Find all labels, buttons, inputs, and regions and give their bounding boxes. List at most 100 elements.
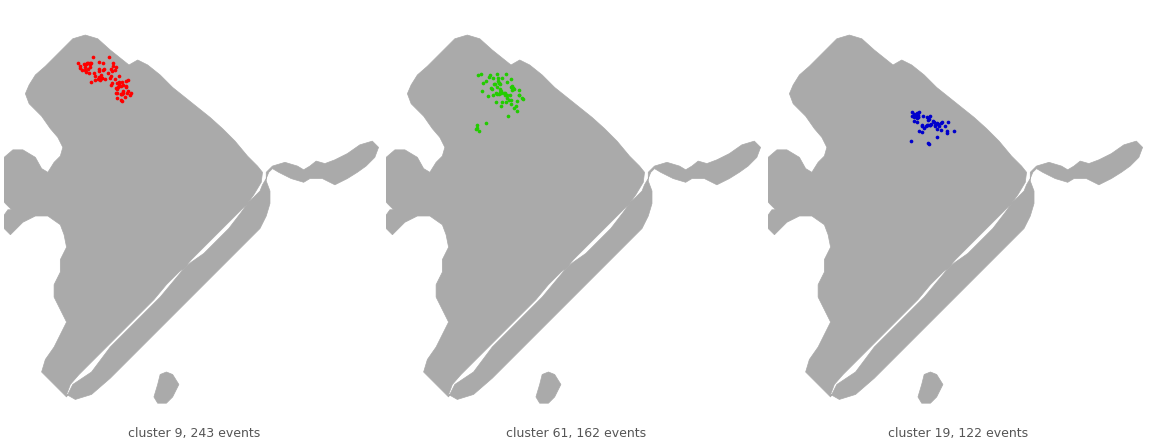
Point	[86, 72, 105, 80]
Point	[502, 97, 520, 104]
Point	[483, 74, 502, 81]
Point	[502, 76, 520, 83]
Point	[106, 75, 125, 82]
Point	[937, 130, 956, 137]
Point	[121, 92, 140, 99]
Polygon shape	[762, 35, 1143, 400]
Point	[918, 114, 936, 121]
Point	[920, 112, 939, 119]
Point	[113, 81, 131, 89]
Point	[110, 83, 128, 90]
Point	[104, 62, 122, 69]
Point	[919, 140, 937, 147]
Point	[927, 133, 945, 140]
Point	[101, 82, 120, 89]
Point	[75, 66, 93, 73]
Point	[903, 108, 921, 115]
Point	[932, 119, 950, 127]
Point	[930, 122, 949, 129]
Point	[77, 59, 96, 67]
Polygon shape	[0, 35, 378, 400]
Point	[910, 108, 928, 115]
Point	[100, 54, 119, 61]
Point	[110, 80, 128, 88]
Point	[505, 104, 523, 111]
Point	[905, 118, 924, 125]
Point	[485, 80, 504, 88]
Point	[926, 121, 944, 128]
Point	[104, 59, 122, 67]
Point	[487, 89, 505, 96]
Point	[91, 76, 110, 83]
Point	[110, 82, 128, 89]
Point	[112, 83, 130, 90]
Point	[101, 72, 120, 80]
Point	[492, 98, 511, 105]
Point	[71, 63, 90, 70]
Point	[492, 89, 511, 97]
Point	[116, 78, 135, 85]
Point	[498, 78, 517, 85]
Point	[490, 90, 508, 97]
Point	[907, 114, 926, 122]
Point	[487, 98, 505, 105]
Point	[90, 66, 108, 73]
Point	[468, 124, 487, 131]
Point	[945, 127, 964, 135]
Point	[488, 84, 506, 91]
Point	[119, 76, 137, 84]
Point	[75, 61, 93, 68]
Point	[902, 138, 920, 145]
Point	[85, 77, 104, 84]
Point	[77, 61, 96, 68]
Point	[83, 54, 101, 61]
Point	[483, 85, 502, 93]
Point	[91, 75, 110, 82]
Point	[498, 113, 517, 120]
Point	[114, 90, 133, 97]
Point	[910, 112, 928, 119]
Point	[905, 111, 924, 118]
Point	[103, 67, 121, 74]
Point	[498, 92, 517, 99]
Point	[116, 84, 135, 91]
Point	[119, 90, 137, 97]
Point	[82, 59, 100, 67]
Polygon shape	[153, 372, 179, 403]
Point	[108, 79, 127, 86]
Point	[513, 94, 532, 101]
Point	[103, 79, 121, 86]
Point	[108, 86, 127, 93]
Point	[73, 67, 91, 74]
Point	[924, 117, 942, 124]
Point	[500, 92, 519, 99]
Point	[906, 113, 925, 120]
Point	[90, 67, 108, 75]
Point	[116, 82, 135, 89]
Point	[82, 78, 100, 85]
Point	[113, 78, 131, 85]
Point	[112, 91, 130, 98]
Point	[913, 121, 932, 128]
Point	[95, 66, 113, 73]
Point	[101, 74, 120, 81]
Point	[473, 87, 491, 94]
Point	[108, 95, 127, 102]
Point	[488, 71, 506, 78]
Point	[121, 90, 140, 97]
Polygon shape	[380, 35, 761, 400]
Point	[119, 87, 137, 94]
Polygon shape	[918, 372, 943, 403]
Point	[468, 121, 487, 128]
Point	[492, 102, 511, 110]
Text: cluster 61, 162 events: cluster 61, 162 events	[506, 427, 647, 440]
Point	[925, 118, 943, 125]
Point	[504, 85, 522, 92]
Point	[92, 72, 111, 79]
Point	[928, 120, 947, 127]
Point	[507, 108, 526, 115]
Point	[926, 122, 944, 129]
Point	[498, 95, 517, 102]
Point	[92, 75, 111, 82]
Point	[80, 70, 98, 77]
